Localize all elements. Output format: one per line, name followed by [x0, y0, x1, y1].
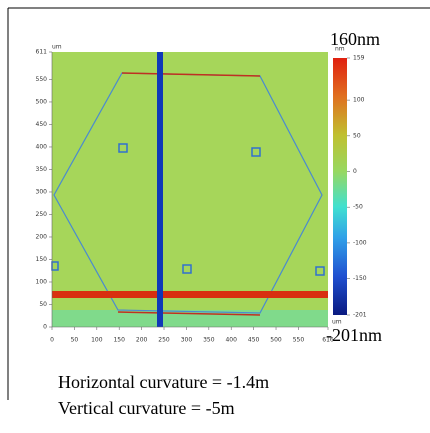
- y-tick-label: 450: [36, 121, 48, 128]
- y-tick-label: 50: [39, 301, 47, 308]
- y-tick-label: 100: [36, 278, 48, 285]
- y-tick-label: 250: [36, 211, 48, 218]
- x-tick-label: 100: [91, 337, 103, 344]
- color-tick-label: -100: [353, 239, 367, 246]
- y-tick-label: 200: [36, 233, 48, 240]
- x-tick-label: 250: [158, 337, 170, 344]
- color-tick-label: -201: [353, 312, 367, 319]
- x-tick-label: 616: [322, 337, 334, 344]
- y-tick-label: 350: [36, 166, 48, 173]
- color-tick-label: 159: [353, 55, 365, 62]
- x-tick-label: 150: [113, 337, 125, 344]
- x-tick-label: 500: [270, 337, 282, 344]
- x-tick-label: 400: [225, 337, 237, 344]
- x-tick-label: 0: [50, 337, 54, 344]
- colorbar: [333, 58, 347, 315]
- x-tick-label: 300: [181, 337, 193, 344]
- y-tick-label: 400: [36, 143, 48, 150]
- x-tick-label: 450: [248, 337, 260, 344]
- color-tick-label: 50: [353, 132, 361, 139]
- y-tick-label: 550: [36, 76, 48, 83]
- y-tick-label: 150: [36, 256, 48, 263]
- y-tick-label: 300: [36, 188, 48, 195]
- annotation: Vertical curvature = -5m: [58, 398, 235, 418]
- color-unit: nm: [335, 46, 345, 53]
- x-tick-label: 350: [203, 337, 215, 344]
- x-tick-label: 50: [71, 337, 79, 344]
- x-tick-label: 550: [293, 337, 305, 344]
- y-tick-label: 500: [36, 98, 48, 105]
- color-tick-label: 100: [353, 97, 365, 104]
- max-label: 160nm: [330, 29, 380, 49]
- x-tick-label: 200: [136, 337, 148, 344]
- surface-map: [51, 52, 328, 327]
- y-tick-label: 611: [36, 49, 48, 56]
- color-tick-label: -50: [353, 204, 363, 211]
- min-label: -201nm: [326, 325, 382, 345]
- x-unit: um: [332, 319, 342, 326]
- color-tick-label: -150: [353, 275, 367, 282]
- y-tick-label: 0: [43, 324, 47, 331]
- color-tick-label: 0: [353, 168, 357, 175]
- x-unit: um: [52, 44, 62, 51]
- annotation: Horizontal curvature = -1.4m: [58, 372, 269, 392]
